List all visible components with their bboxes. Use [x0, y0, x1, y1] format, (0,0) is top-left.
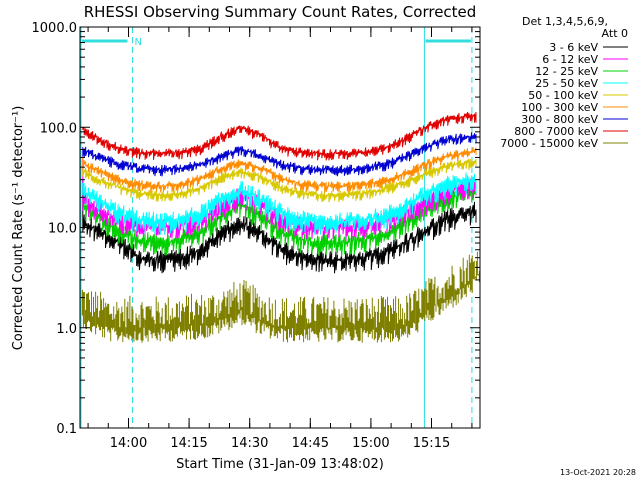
- series-trace: [82, 172, 477, 236]
- x-tick-label: 14:45: [292, 436, 329, 451]
- x-tick-label: 15:00: [352, 436, 389, 451]
- legend-label: 50 - 100 keV: [528, 89, 598, 102]
- legend-label: 800 - 7000 keV: [514, 125, 598, 138]
- x-tick-label: 14:30: [231, 436, 268, 451]
- legend-label: 25 - 50 keV: [535, 77, 598, 90]
- legend-label: 12 - 25 keV: [535, 65, 598, 78]
- series-800-7000-kev: [82, 111, 477, 161]
- axes: 0.1 1.0 10.0 100.0 1000.0 14:00 14:15 14:30 14:4…: [32, 21, 481, 451]
- y-axis-label: Corrected Count Rate (s⁻¹ detector⁻¹): [11, 106, 26, 351]
- legend-label: 300 - 800 keV: [521, 113, 598, 126]
- series-trace: [82, 179, 477, 274]
- series-trace: [82, 147, 477, 193]
- series-25-50-kev: [82, 172, 477, 236]
- series-300-800-kev: [82, 132, 477, 177]
- x-tick-label: 15:15: [413, 436, 450, 451]
- overlay-bar-label: N: [134, 37, 141, 48]
- chart-title: RHESSI Observing Summary Count Rates, Co…: [84, 3, 477, 21]
- y-tick-label: 0.1: [56, 422, 77, 437]
- y-tick-label: 10.0: [48, 222, 77, 237]
- legend-label: 3 - 6 keV: [549, 41, 598, 54]
- series-layer: [81, 111, 480, 343]
- x-tick-label: 14:00: [110, 436, 147, 451]
- y-tick-label: 1.0: [56, 322, 77, 337]
- legend-label: 6 - 12 keV: [542, 53, 598, 66]
- y-tick-label: 1000.0: [32, 21, 78, 36]
- series-100-300-kev: [82, 147, 477, 193]
- x-axis-label: Start Time (31-Jan-09 13:48:02): [176, 457, 384, 472]
- legend-header-line-1: Det 1,3,4,5,6,9,: [522, 15, 608, 28]
- x-tick-label: 14:15: [170, 436, 207, 451]
- series-trace: [82, 111, 477, 161]
- series-3-6-kev: [82, 179, 477, 274]
- legend-header-line-2: Att 0: [602, 27, 628, 40]
- y-tick-label: 100.0: [40, 121, 77, 136]
- series-7000-15000-kev: [81, 251, 480, 343]
- series-trace: [82, 132, 477, 177]
- footer-timestamp: 13-Oct-2021 20:28: [560, 468, 636, 477]
- series-trace: [81, 251, 480, 343]
- legend-label: 7000 - 15000 keV: [500, 137, 598, 150]
- legend-label: 100 - 300 keV: [521, 101, 598, 114]
